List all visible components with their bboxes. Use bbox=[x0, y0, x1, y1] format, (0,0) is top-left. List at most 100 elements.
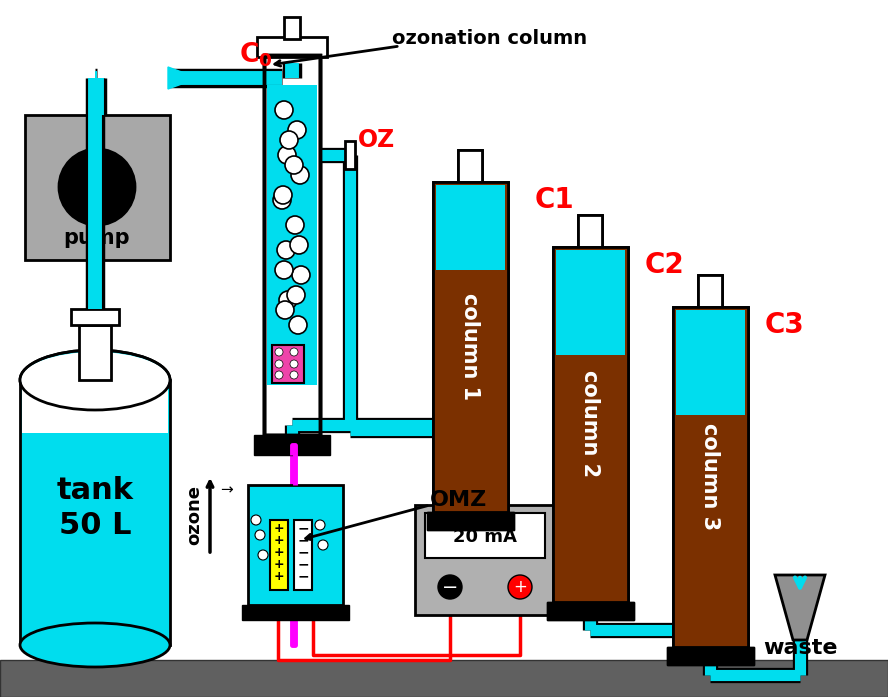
Bar bbox=[427, 512, 514, 530]
Bar bbox=[415, 505, 555, 615]
Text: −: − bbox=[442, 578, 458, 597]
Polygon shape bbox=[168, 67, 198, 89]
Text: column 1: column 1 bbox=[460, 293, 480, 401]
Text: −: − bbox=[297, 533, 309, 547]
Bar bbox=[345, 141, 355, 169]
Text: OMZ: OMZ bbox=[430, 490, 488, 510]
Circle shape bbox=[290, 371, 298, 379]
Bar bbox=[25, 115, 170, 260]
Bar bbox=[698, 275, 722, 307]
Bar bbox=[267, 85, 317, 385]
Circle shape bbox=[508, 575, 532, 599]
Text: −: − bbox=[297, 521, 309, 535]
Text: C3: C3 bbox=[765, 311, 805, 339]
Text: OZ: OZ bbox=[358, 128, 395, 152]
Circle shape bbox=[288, 121, 306, 139]
Bar bbox=[433, 182, 508, 512]
Bar bbox=[264, 55, 320, 435]
Circle shape bbox=[290, 236, 308, 254]
Polygon shape bbox=[775, 575, 825, 640]
Text: −: − bbox=[297, 545, 309, 559]
Circle shape bbox=[59, 149, 135, 225]
Text: +: + bbox=[513, 578, 527, 596]
Bar bbox=[698, 275, 722, 307]
Circle shape bbox=[280, 131, 298, 149]
Circle shape bbox=[275, 348, 283, 356]
Bar bbox=[547, 602, 634, 620]
Bar bbox=[264, 55, 320, 435]
Text: column 2: column 2 bbox=[580, 370, 600, 477]
Bar bbox=[556, 250, 625, 355]
Circle shape bbox=[275, 101, 293, 119]
Text: ozonation column: ozonation column bbox=[392, 29, 588, 47]
Circle shape bbox=[289, 316, 307, 334]
Bar bbox=[0, 660, 888, 697]
Bar bbox=[547, 602, 634, 620]
Circle shape bbox=[273, 191, 291, 209]
Circle shape bbox=[276, 301, 294, 319]
Circle shape bbox=[275, 261, 293, 279]
Bar bbox=[242, 605, 349, 620]
Bar bbox=[272, 345, 304, 383]
Bar bbox=[427, 512, 514, 530]
Bar bbox=[294, 520, 312, 590]
Text: +: + bbox=[274, 533, 284, 546]
Circle shape bbox=[287, 286, 305, 304]
Bar bbox=[264, 55, 320, 435]
Bar bbox=[425, 513, 545, 558]
Circle shape bbox=[277, 241, 295, 259]
Text: pump: pump bbox=[64, 228, 131, 248]
Text: tank: tank bbox=[57, 475, 133, 505]
Bar bbox=[553, 247, 628, 602]
Circle shape bbox=[279, 291, 297, 309]
Text: column 3: column 3 bbox=[700, 424, 720, 530]
Text: +: + bbox=[274, 569, 284, 583]
Text: +: + bbox=[274, 558, 284, 571]
Bar bbox=[458, 150, 482, 182]
Ellipse shape bbox=[20, 623, 170, 667]
Text: →: → bbox=[220, 482, 233, 498]
Bar bbox=[458, 150, 482, 182]
Bar bbox=[673, 307, 748, 647]
Bar bbox=[676, 310, 745, 415]
Bar bbox=[248, 485, 343, 605]
Text: −: − bbox=[297, 557, 309, 571]
Text: column 3: column 3 bbox=[700, 424, 720, 530]
Bar bbox=[676, 310, 745, 415]
Bar bbox=[79, 325, 111, 380]
Circle shape bbox=[291, 166, 309, 184]
Bar bbox=[433, 182, 508, 512]
Bar bbox=[556, 250, 625, 355]
Bar bbox=[270, 520, 288, 590]
Text: ozone: ozone bbox=[185, 485, 203, 545]
Text: column 2: column 2 bbox=[580, 370, 600, 477]
Bar bbox=[436, 185, 505, 270]
Bar bbox=[578, 215, 602, 247]
Bar bbox=[20, 380, 170, 645]
Circle shape bbox=[275, 371, 283, 379]
Circle shape bbox=[278, 146, 296, 164]
Bar bbox=[667, 647, 754, 665]
Circle shape bbox=[315, 520, 325, 530]
Bar bbox=[578, 215, 602, 247]
Bar bbox=[553, 247, 628, 602]
Bar bbox=[22, 378, 168, 433]
Text: $\mathbf{C_0}$: $\mathbf{C_0}$ bbox=[239, 40, 273, 69]
Bar bbox=[257, 37, 327, 57]
Circle shape bbox=[292, 266, 310, 284]
Ellipse shape bbox=[21, 352, 169, 408]
Circle shape bbox=[255, 530, 265, 540]
Circle shape bbox=[286, 216, 304, 234]
Bar bbox=[284, 17, 300, 39]
Circle shape bbox=[258, 550, 268, 560]
Ellipse shape bbox=[20, 350, 170, 410]
Circle shape bbox=[438, 575, 462, 599]
Bar bbox=[673, 307, 748, 647]
Text: C2: C2 bbox=[645, 251, 685, 279]
Text: 50 L: 50 L bbox=[59, 510, 131, 539]
Circle shape bbox=[275, 360, 283, 368]
Bar bbox=[254, 435, 330, 455]
Text: waste: waste bbox=[763, 638, 837, 658]
Text: +: + bbox=[274, 521, 284, 535]
Bar bbox=[667, 647, 754, 665]
